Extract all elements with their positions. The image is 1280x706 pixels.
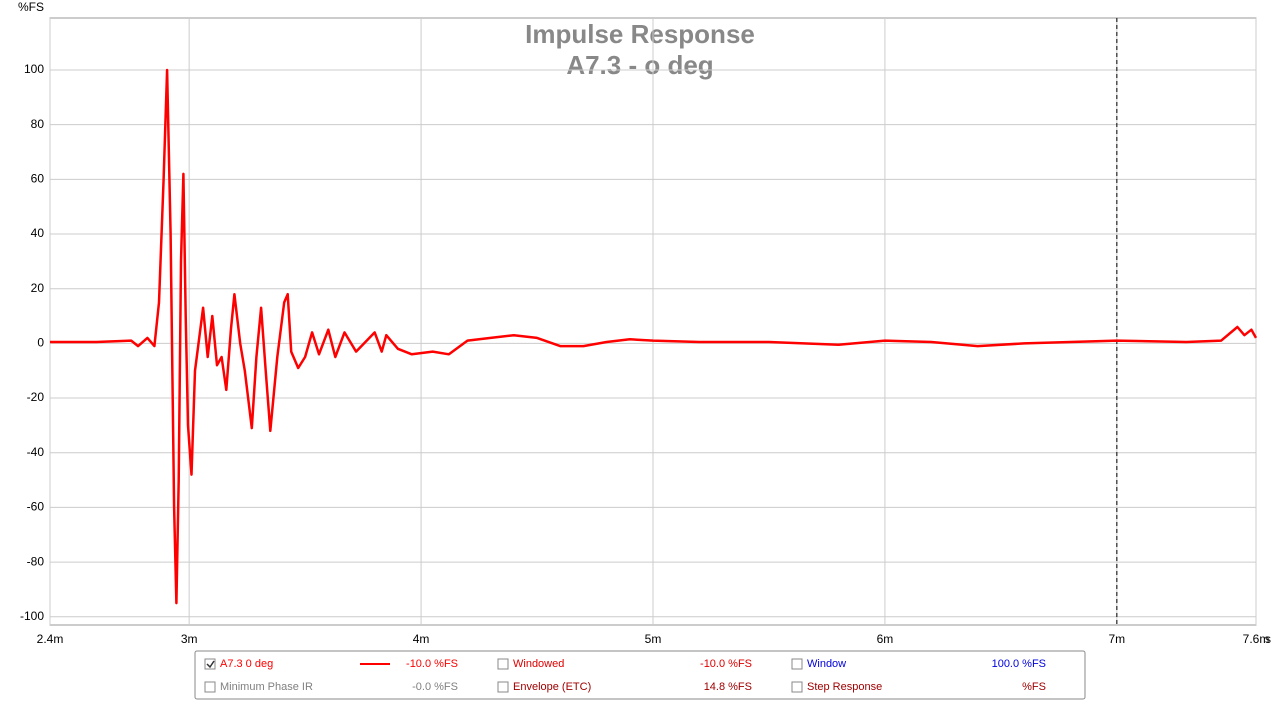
legend-checkbox[interactable] xyxy=(497,658,509,670)
y-tick-label: -20 xyxy=(27,390,45,404)
legend-name: Step Response xyxy=(807,681,882,693)
y-tick-label: 0 xyxy=(37,336,44,350)
y-tick-label: -60 xyxy=(27,500,45,514)
x-tick-label: 2.4m xyxy=(37,632,64,646)
legend-checkbox[interactable] xyxy=(204,658,216,670)
y-tick-label: 20 xyxy=(31,281,45,295)
legend-name: Window xyxy=(807,658,846,670)
legend-value: %FS xyxy=(1022,681,1046,693)
y-tick-label: 80 xyxy=(31,117,45,131)
legend-checkmark xyxy=(206,660,215,669)
legend-checkbox[interactable] xyxy=(204,681,216,693)
y-tick-label: 60 xyxy=(31,171,45,185)
y-tick-label: -80 xyxy=(27,554,45,568)
x-axis-unit: s xyxy=(1265,632,1271,646)
x-tick-label: 3m xyxy=(181,632,198,646)
x-tick-label: 7m xyxy=(1109,632,1126,646)
y-tick-label: 100 xyxy=(24,62,44,76)
chart-subtitle: A7.3 - o deg xyxy=(566,50,713,80)
legend-checkbox[interactable] xyxy=(791,658,803,670)
series-line xyxy=(50,68,1258,605)
legend-value: -10.0 %FS xyxy=(406,658,458,670)
x-tick-label: 7.6m xyxy=(1243,632,1270,646)
legend-value: -10.0 %FS xyxy=(700,658,752,670)
legend-value: -0.0 %FS xyxy=(412,681,458,693)
y-tick-label: -40 xyxy=(27,445,45,459)
legend-name: Windowed xyxy=(513,658,564,670)
x-tick-label: 5m xyxy=(645,632,662,646)
legend-box xyxy=(194,650,1086,700)
legend-checkbox[interactable] xyxy=(791,681,803,693)
x-tick-label: 4m xyxy=(413,632,430,646)
x-tick-label: 6m xyxy=(877,632,894,646)
legend-name: Envelope (ETC) xyxy=(513,681,591,693)
legend-value: 14.8 %FS xyxy=(704,681,752,693)
y-tick-label: -100 xyxy=(20,609,44,623)
y-axis-label: %FS xyxy=(18,0,44,14)
legend-name: Minimum Phase IR xyxy=(220,681,313,693)
y-tick-label: 40 xyxy=(31,226,45,240)
chart-title: Impulse Response xyxy=(525,19,755,49)
legend-value: 100.0 %FS xyxy=(992,658,1046,670)
legend-checkbox[interactable] xyxy=(497,681,509,693)
legend-name: A7.3 0 deg xyxy=(220,658,273,670)
